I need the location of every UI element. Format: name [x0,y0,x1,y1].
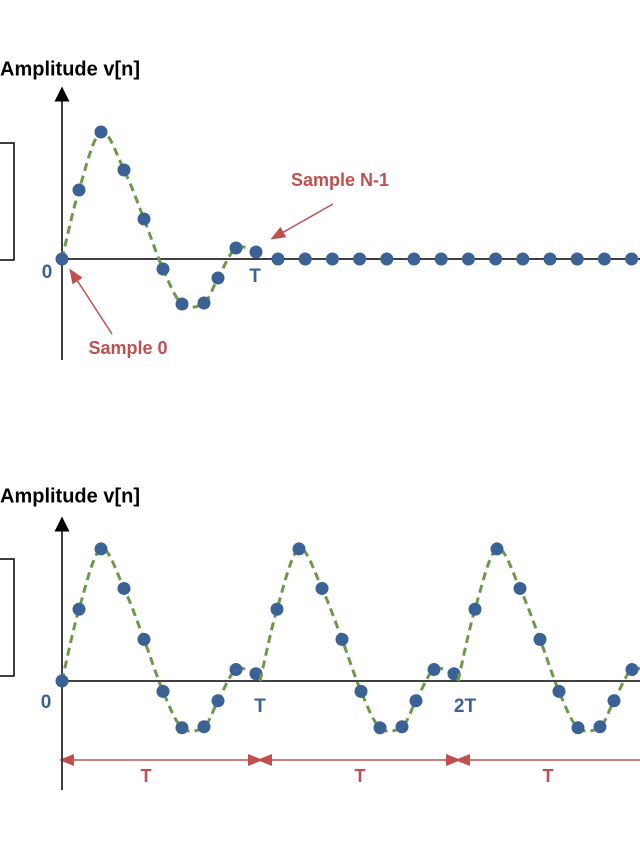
sample-dot [516,252,530,266]
sample-dot [270,602,284,616]
annotation: Sample 0 [88,338,167,358]
box [0,142,15,261]
sample-dot [380,252,394,266]
sample-dot [175,297,189,311]
sample-dot [597,252,611,266]
interval-label: T [141,766,152,786]
sample-dot [229,241,243,255]
interval-label: T [543,766,554,786]
sample-dot [354,684,368,698]
sample-dot [211,271,225,285]
waveform [258,547,455,733]
sample-dot [434,252,448,266]
sample-dot [570,252,584,266]
interval-label: T [355,766,366,786]
sample-dot [117,163,131,177]
period-label: 2T [454,696,477,717]
sample-dot [447,667,461,681]
sample-dot [117,581,131,595]
sample-dot [427,663,441,677]
sample-dot [298,252,312,266]
sample-dot [407,252,421,266]
sample-dot [197,720,211,734]
sample-dot [197,296,211,310]
sample-dot [607,694,621,708]
sample-dot [229,663,243,677]
sample-dot [315,581,329,595]
sample-dot [490,542,504,556]
y-axis-label: Amplitude v[n] [0,485,140,507]
sample-dot [489,252,503,266]
sample-dot [571,721,585,735]
sample-dot [156,684,170,698]
sample-dot [137,632,151,646]
sample-dot [156,262,170,276]
sample-dot [175,721,189,735]
sample-dot [468,602,482,616]
waveform [60,130,257,309]
origin-label: 0 [41,692,52,713]
sample-dot [533,632,547,646]
sample-dot [325,252,339,266]
sample-dot [625,663,639,677]
sample-dot [292,542,306,556]
sample-dot [249,667,263,681]
sample-dot [55,252,69,266]
sample-dot [409,694,423,708]
y-axis-label: Amplitude v[n] [0,58,140,80]
box [0,558,15,677]
sample-dot [395,720,409,734]
sample-dot [335,632,349,646]
sample-dot [94,125,108,139]
sample-dot [137,212,151,226]
sample-dot [72,602,86,616]
sample-dot [94,542,108,556]
sample-dot [353,252,367,266]
sample-dot [513,581,527,595]
origin-label: 0 [42,262,53,283]
sample-dot [552,684,566,698]
sample-dot [249,245,263,259]
annotation-arrow [270,203,334,240]
sample-dot [461,252,475,266]
sample-dot [55,674,69,688]
annotation-arrow [69,268,113,335]
sample-dot [373,721,387,735]
sample-dot [211,694,225,708]
sample-dot [543,252,557,266]
waveform [60,547,257,733]
sample-dot [72,183,86,197]
sample-dot [271,252,285,266]
period-label: T [249,266,261,287]
sample-dot [625,252,639,266]
period-label: T [254,696,266,717]
annotation: Sample N-1 [291,170,389,190]
sample-dot [593,720,607,734]
